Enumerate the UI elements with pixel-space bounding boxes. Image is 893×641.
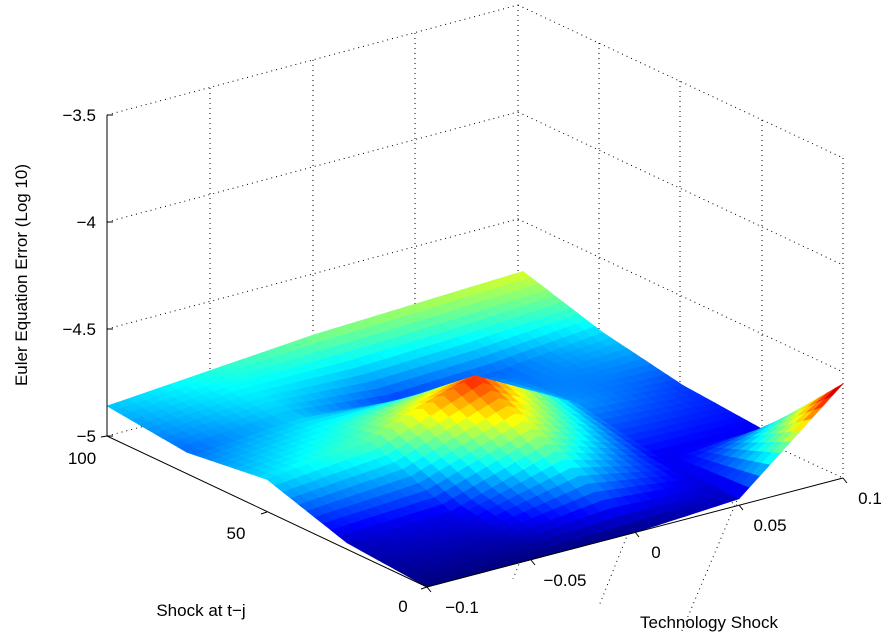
z-tick-label: −5 [77,427,96,446]
y-tick-labels: 100 50 0 [68,449,408,616]
x-tick-label: −0.05 [543,571,586,590]
z-tick-label: −4.5 [62,320,96,339]
x-tick-label: 0 [651,543,660,562]
surface-patch [824,383,844,400]
y-axis-label: Shock at t−j [156,601,245,620]
y-tick-label: 100 [68,449,96,468]
y-tick-label: 50 [227,524,246,543]
x-tick-label: 0.05 [753,516,786,535]
z-tick-label: −4 [77,213,96,232]
z-tick-labels: −3.5 −4 −4.5 −5 [62,106,96,446]
error-surface [106,271,844,588]
x-tick-label: 0.1 [858,489,882,508]
axes [100,114,848,593]
x-axis-label: Technology Shock [640,613,778,632]
z-axis-label: Euler Equation Error (Log 10) [12,164,31,386]
z-tick-label: −3.5 [62,106,96,125]
x-tick-label: −0.1 [445,598,479,617]
x-tick-labels: −0.1 −0.05 0 0.05 0.1 [445,489,882,617]
y-tick-label: 0 [398,597,407,616]
